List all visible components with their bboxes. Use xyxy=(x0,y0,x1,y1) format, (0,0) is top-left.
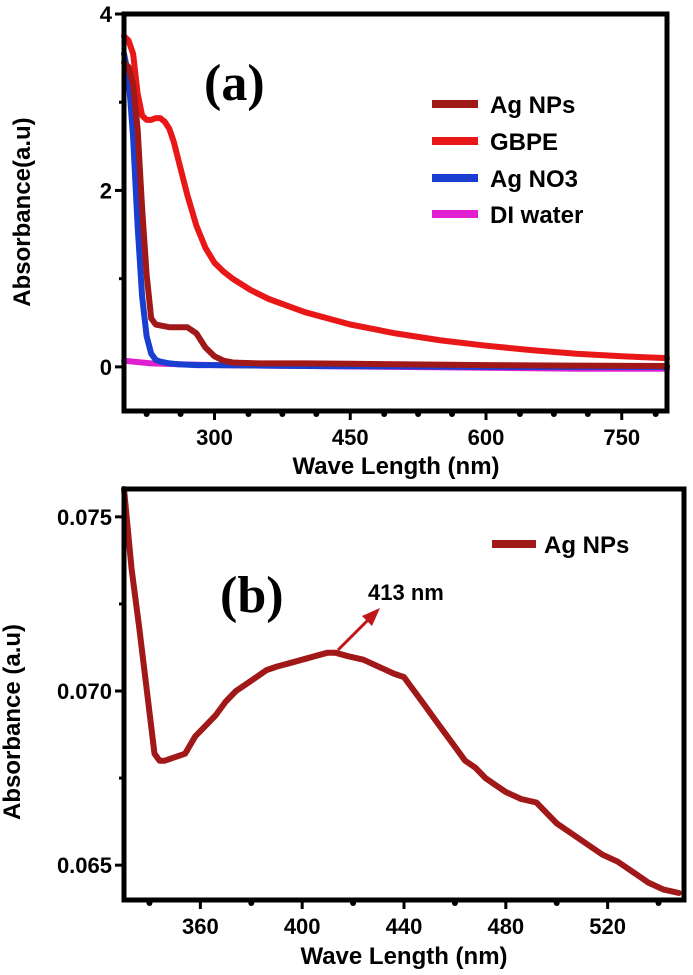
legend-label-di-water: DI water xyxy=(490,202,583,229)
panel-b-legend: Ag NPs xyxy=(492,532,629,559)
x-minor-tick-dot xyxy=(516,411,523,417)
legend-label-b-ag-nps: Ag NPs xyxy=(544,532,629,559)
panel-b-ylabel: Absorbance (a.u) xyxy=(0,624,26,820)
y-tick-label: 0.065 xyxy=(57,853,112,878)
panel-a-ylabel: Absorbance(a.u) xyxy=(9,117,36,306)
x-minor-tick-dot xyxy=(550,411,557,417)
x-tick-label: 440 xyxy=(386,914,423,939)
y-tick-label: 0.075 xyxy=(57,505,112,530)
x-minor-tick-dot xyxy=(146,900,153,906)
peak-annotation: 413 nm xyxy=(336,580,444,652)
x-minor-tick-dot xyxy=(415,411,422,417)
x-tick-label: 300 xyxy=(196,425,233,450)
series-line-b-ag-nps xyxy=(121,486,682,896)
series-line-a-ag-nps xyxy=(121,59,670,369)
legend-label-ag-no3: Ag NO3 xyxy=(490,166,578,193)
y-tick-label: 4 xyxy=(100,2,113,27)
peak-arrow-line xyxy=(336,616,372,652)
panel-a-legend: Ag NPs GBPE Ag NO3 DI water xyxy=(432,92,583,229)
x-tick-label: 450 xyxy=(332,425,369,450)
x-minor-tick-dot xyxy=(655,900,662,906)
x-minor-tick-dot xyxy=(245,411,252,417)
panel-a-ticks: 300 450 600 750 0 2 4 xyxy=(100,2,659,450)
panel-b-series-group xyxy=(121,486,682,896)
panel-a-plot-frame xyxy=(121,11,670,414)
x-minor-tick-dot xyxy=(584,411,591,417)
x-tick-label: 750 xyxy=(603,425,640,450)
x-tick-label: 360 xyxy=(182,914,219,939)
legend-label-gbpe: GBPE xyxy=(490,129,558,156)
panel-b-xlabel: Wave Length (nm) xyxy=(300,943,507,970)
x-minor-tick-dot xyxy=(248,900,255,906)
panel-b-chart: 360 400 440 480 520 0.065 0.070 0.075 (b) Wave … xyxy=(0,486,687,970)
x-tick-label: 400 xyxy=(284,914,321,939)
y-tick-label: 2 xyxy=(100,178,112,203)
panel-a-chart: 300 450 600 750 0 2 4 (a) Wave Length (nm) Abs… xyxy=(9,2,670,480)
x-minor-tick-dot xyxy=(177,411,184,417)
panel-b-label: (b) xyxy=(220,567,284,624)
x-minor-tick-dot xyxy=(313,411,320,417)
x-tick-label: 600 xyxy=(468,425,505,450)
x-minor-tick-dot xyxy=(381,411,388,417)
y-tick-label: 0.070 xyxy=(57,679,112,704)
panel-b-ticks: 360 400 440 480 520 0.065 0.070 0.075 xyxy=(57,505,662,939)
peak-annotation-label: 413 nm xyxy=(368,580,444,605)
x-minor-tick-dot xyxy=(449,411,456,417)
panel-a-series-group xyxy=(121,33,670,372)
x-minor-tick-dot xyxy=(553,900,560,906)
legend-label-ag-nps: Ag NPs xyxy=(490,92,575,119)
x-minor-tick-dot xyxy=(652,411,659,417)
peak-arrow-head xyxy=(362,608,380,626)
panel-a-xlabel: Wave Length (nm) xyxy=(292,453,499,480)
series-line-a-gbpe xyxy=(121,33,670,362)
x-tick-label: 520 xyxy=(589,914,626,939)
y-tick-label: 0 xyxy=(100,355,112,380)
x-minor-tick-dot xyxy=(279,411,286,417)
panel-a-label: (a) xyxy=(204,55,265,112)
x-tick-label: 480 xyxy=(487,914,524,939)
x-minor-tick-dot xyxy=(143,411,150,417)
x-minor-tick-dot xyxy=(350,900,357,906)
x-minor-tick-dot xyxy=(451,900,458,906)
